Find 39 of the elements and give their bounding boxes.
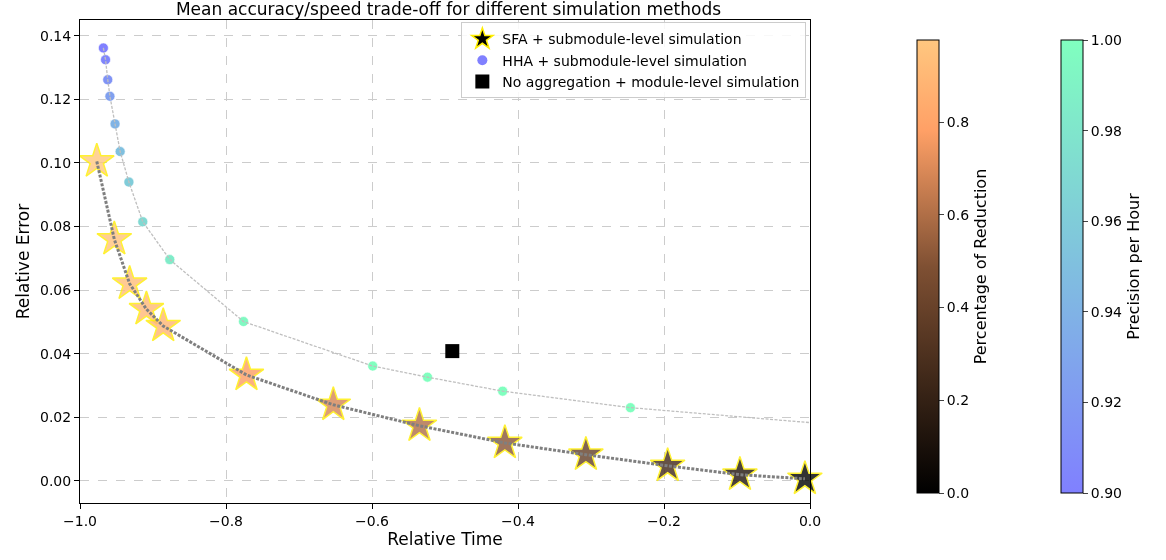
x-tick-label: −0.8 [209,512,243,529]
x-tick-label: −0.4 [501,512,536,529]
color-bar-label: 0.0 [946,484,970,501]
point [786,459,823,495]
legend-label: HHA + submodule-level simulation [502,52,747,69]
color-bar-label: 0.6 [946,206,970,223]
legend-label: No aggregation + module-level simulation [502,73,800,90]
x-axis-title: Relative Time [387,528,503,549]
color-bar-label: 0.4 [946,299,970,316]
y-axis-title: Relative Error [12,203,33,320]
color-bar-title: Precision per Hour [1124,192,1144,340]
legend-label: SFA + submodule-level simulation [502,31,742,48]
color-bar-label: 0.92 [1090,394,1122,411]
y-tick-label: 0.06 [40,282,72,298]
point [78,142,115,177]
chart-title: Mean accuracy/speed trade-off for different simulation methods [175,0,722,19]
color-bar-title: Percentage of Reduction [971,168,991,365]
color-bar-label: 0.96 [1090,213,1123,230]
y-tick-label: 0.12 [40,91,72,108]
color-bar-label: 0.90 [1090,484,1122,501]
color-bar-label: 0.2 [946,392,970,409]
color-bar-label: 0.98 [1090,122,1122,139]
y-tick-label: 0.10 [40,154,72,171]
point [145,307,182,342]
y-tick-label: 0.14 [40,27,72,44]
x-tick-label: −1.0 [63,512,97,529]
x-tick-label: −0.6 [355,512,390,529]
x-tick-label: 0.0 [798,512,822,529]
x-tick-label: −0.2 [647,512,681,529]
point [97,42,109,54]
point [367,360,379,372]
y-tick-label: 0.00 [40,472,72,489]
color-bar-label: 0.8 [946,113,970,130]
point [104,90,116,102]
y-tick-label: 0.04 [40,345,72,362]
y-tick-label: 0.02 [40,409,72,426]
color-bar-label: 0.94 [1090,303,1123,320]
color-bar-label: 1.00 [1090,31,1122,48]
y-tick-label: 0.08 [40,218,72,235]
